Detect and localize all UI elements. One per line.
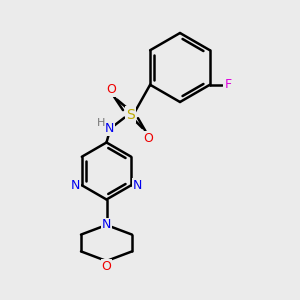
Text: N: N — [70, 179, 80, 192]
Text: O: O — [144, 131, 153, 145]
Text: N: N — [105, 122, 114, 135]
Text: O: O — [102, 260, 111, 273]
Text: F: F — [224, 78, 231, 91]
Text: H: H — [97, 118, 106, 128]
Text: N: N — [133, 179, 142, 192]
Text: O: O — [106, 83, 116, 96]
Text: N: N — [102, 218, 111, 232]
Text: S: S — [126, 108, 135, 122]
